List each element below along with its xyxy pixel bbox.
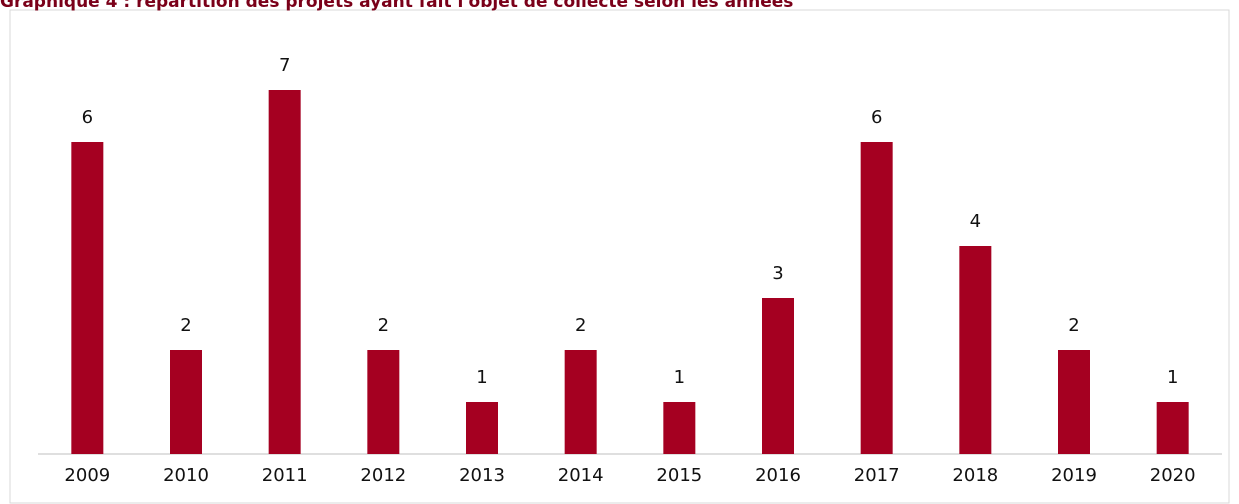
chart-title: Graphique 4 : répartition des projets ay… xyxy=(0,0,793,12)
value-label: 6 xyxy=(871,107,882,128)
value-label: 3 xyxy=(772,263,783,284)
value-label: 1 xyxy=(476,367,487,388)
value-label: 7 xyxy=(279,55,290,76)
x-tick-label: 2019 xyxy=(1051,465,1097,486)
x-tick-label: 2009 xyxy=(64,465,110,486)
bar xyxy=(860,142,893,454)
x-tick-label: 2010 xyxy=(163,465,209,486)
x-tick-label: 2020 xyxy=(1150,465,1196,486)
bar xyxy=(762,298,794,454)
x-tick-label: 2017 xyxy=(854,465,900,486)
bar xyxy=(1156,402,1189,454)
value-label: 2 xyxy=(1068,315,1079,336)
value-label: 1 xyxy=(1167,367,1178,388)
value-label: 6 xyxy=(82,107,93,128)
bar xyxy=(959,246,992,454)
x-tick-label: 2012 xyxy=(360,465,406,486)
x-tick-label: 2013 xyxy=(459,465,505,486)
x-tick-label: 2011 xyxy=(262,465,308,486)
bar xyxy=(268,90,301,454)
bar xyxy=(367,350,400,454)
x-tick-label: 2018 xyxy=(952,465,998,486)
bar xyxy=(663,402,696,454)
bar xyxy=(466,402,498,454)
x-tick-label: 2015 xyxy=(656,465,702,486)
chart-border xyxy=(9,9,1230,504)
x-tick-label: 2014 xyxy=(558,465,604,486)
bar xyxy=(564,350,597,454)
value-label: 1 xyxy=(674,367,685,388)
x-tick-label: 2016 xyxy=(755,465,801,486)
bar xyxy=(71,142,104,454)
bar xyxy=(170,350,202,454)
value-label: 4 xyxy=(970,211,981,232)
value-label: 2 xyxy=(180,315,191,336)
value-label: 2 xyxy=(575,315,586,336)
value-label: 2 xyxy=(378,315,389,336)
bar xyxy=(1058,350,1090,454)
